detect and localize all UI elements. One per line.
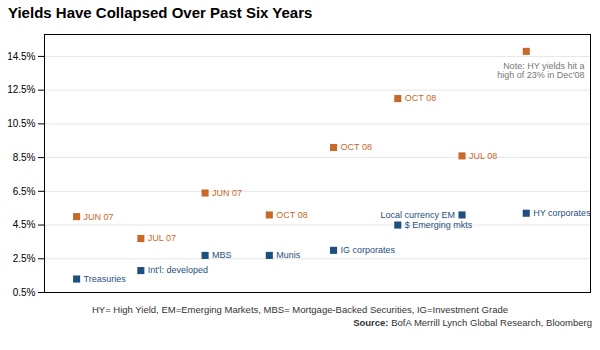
html-text:Source: BofA Merrill Lynch Glo: Source: BofA Merrill Lynch Global Resear… (353, 317, 592, 328)
html-text:Yields Have Collapsed Over Pas: Yields Have Collapsed Over Past Six Year… (8, 4, 313, 21)
svg-text:8.5%: 8.5% (13, 152, 36, 163)
svg-text:JUL 08: JUL 08 (469, 151, 497, 161)
svg-text:JUL 07: JUL 07 (148, 233, 176, 243)
svg-text:HY corporates: HY corporates (533, 208, 591, 218)
svg-text:OCT 08: OCT 08 (341, 142, 372, 152)
svg-text:OCT 08: OCT 08 (405, 93, 436, 103)
svg-text:JUN 07: JUN 07 (212, 188, 242, 198)
svg-text:14.5%: 14.5% (7, 51, 35, 62)
svg-text:6.5%: 6.5% (13, 186, 36, 197)
svg-text:Note: HY yields hit ahigh of 2: Note: HY yields hit ahigh of 23% in Dec'… (497, 61, 584, 80)
svg-text:Int'l: developed: Int'l: developed (148, 265, 208, 275)
svg-text:0.5%: 0.5% (13, 287, 36, 298)
svg-text:IG corporates: IG corporates (341, 245, 396, 255)
svg-text:Treasuries: Treasuries (84, 274, 127, 284)
svg-text:Munis: Munis (276, 250, 301, 260)
svg-text:2.5%: 2.5% (13, 253, 36, 264)
svg-text:$ Emerging mkts: $ Emerging mkts (405, 220, 473, 230)
html-text:HY= High Yield, EM=Emerging Ma: HY= High Yield, EM=Emerging Markets, MBS… (92, 304, 508, 315)
svg-text:JUN 07: JUN 07 (84, 211, 114, 221)
svg-text:Local currency EM: Local currency EM (380, 210, 455, 220)
svg-text:OCT 08: OCT 08 (276, 210, 307, 220)
svg-text:10.5%: 10.5% (7, 118, 35, 129)
svg-text:4.5%: 4.5% (13, 219, 36, 230)
svg-text:MBS: MBS (212, 250, 232, 260)
svg-text:12.5%: 12.5% (7, 84, 35, 95)
